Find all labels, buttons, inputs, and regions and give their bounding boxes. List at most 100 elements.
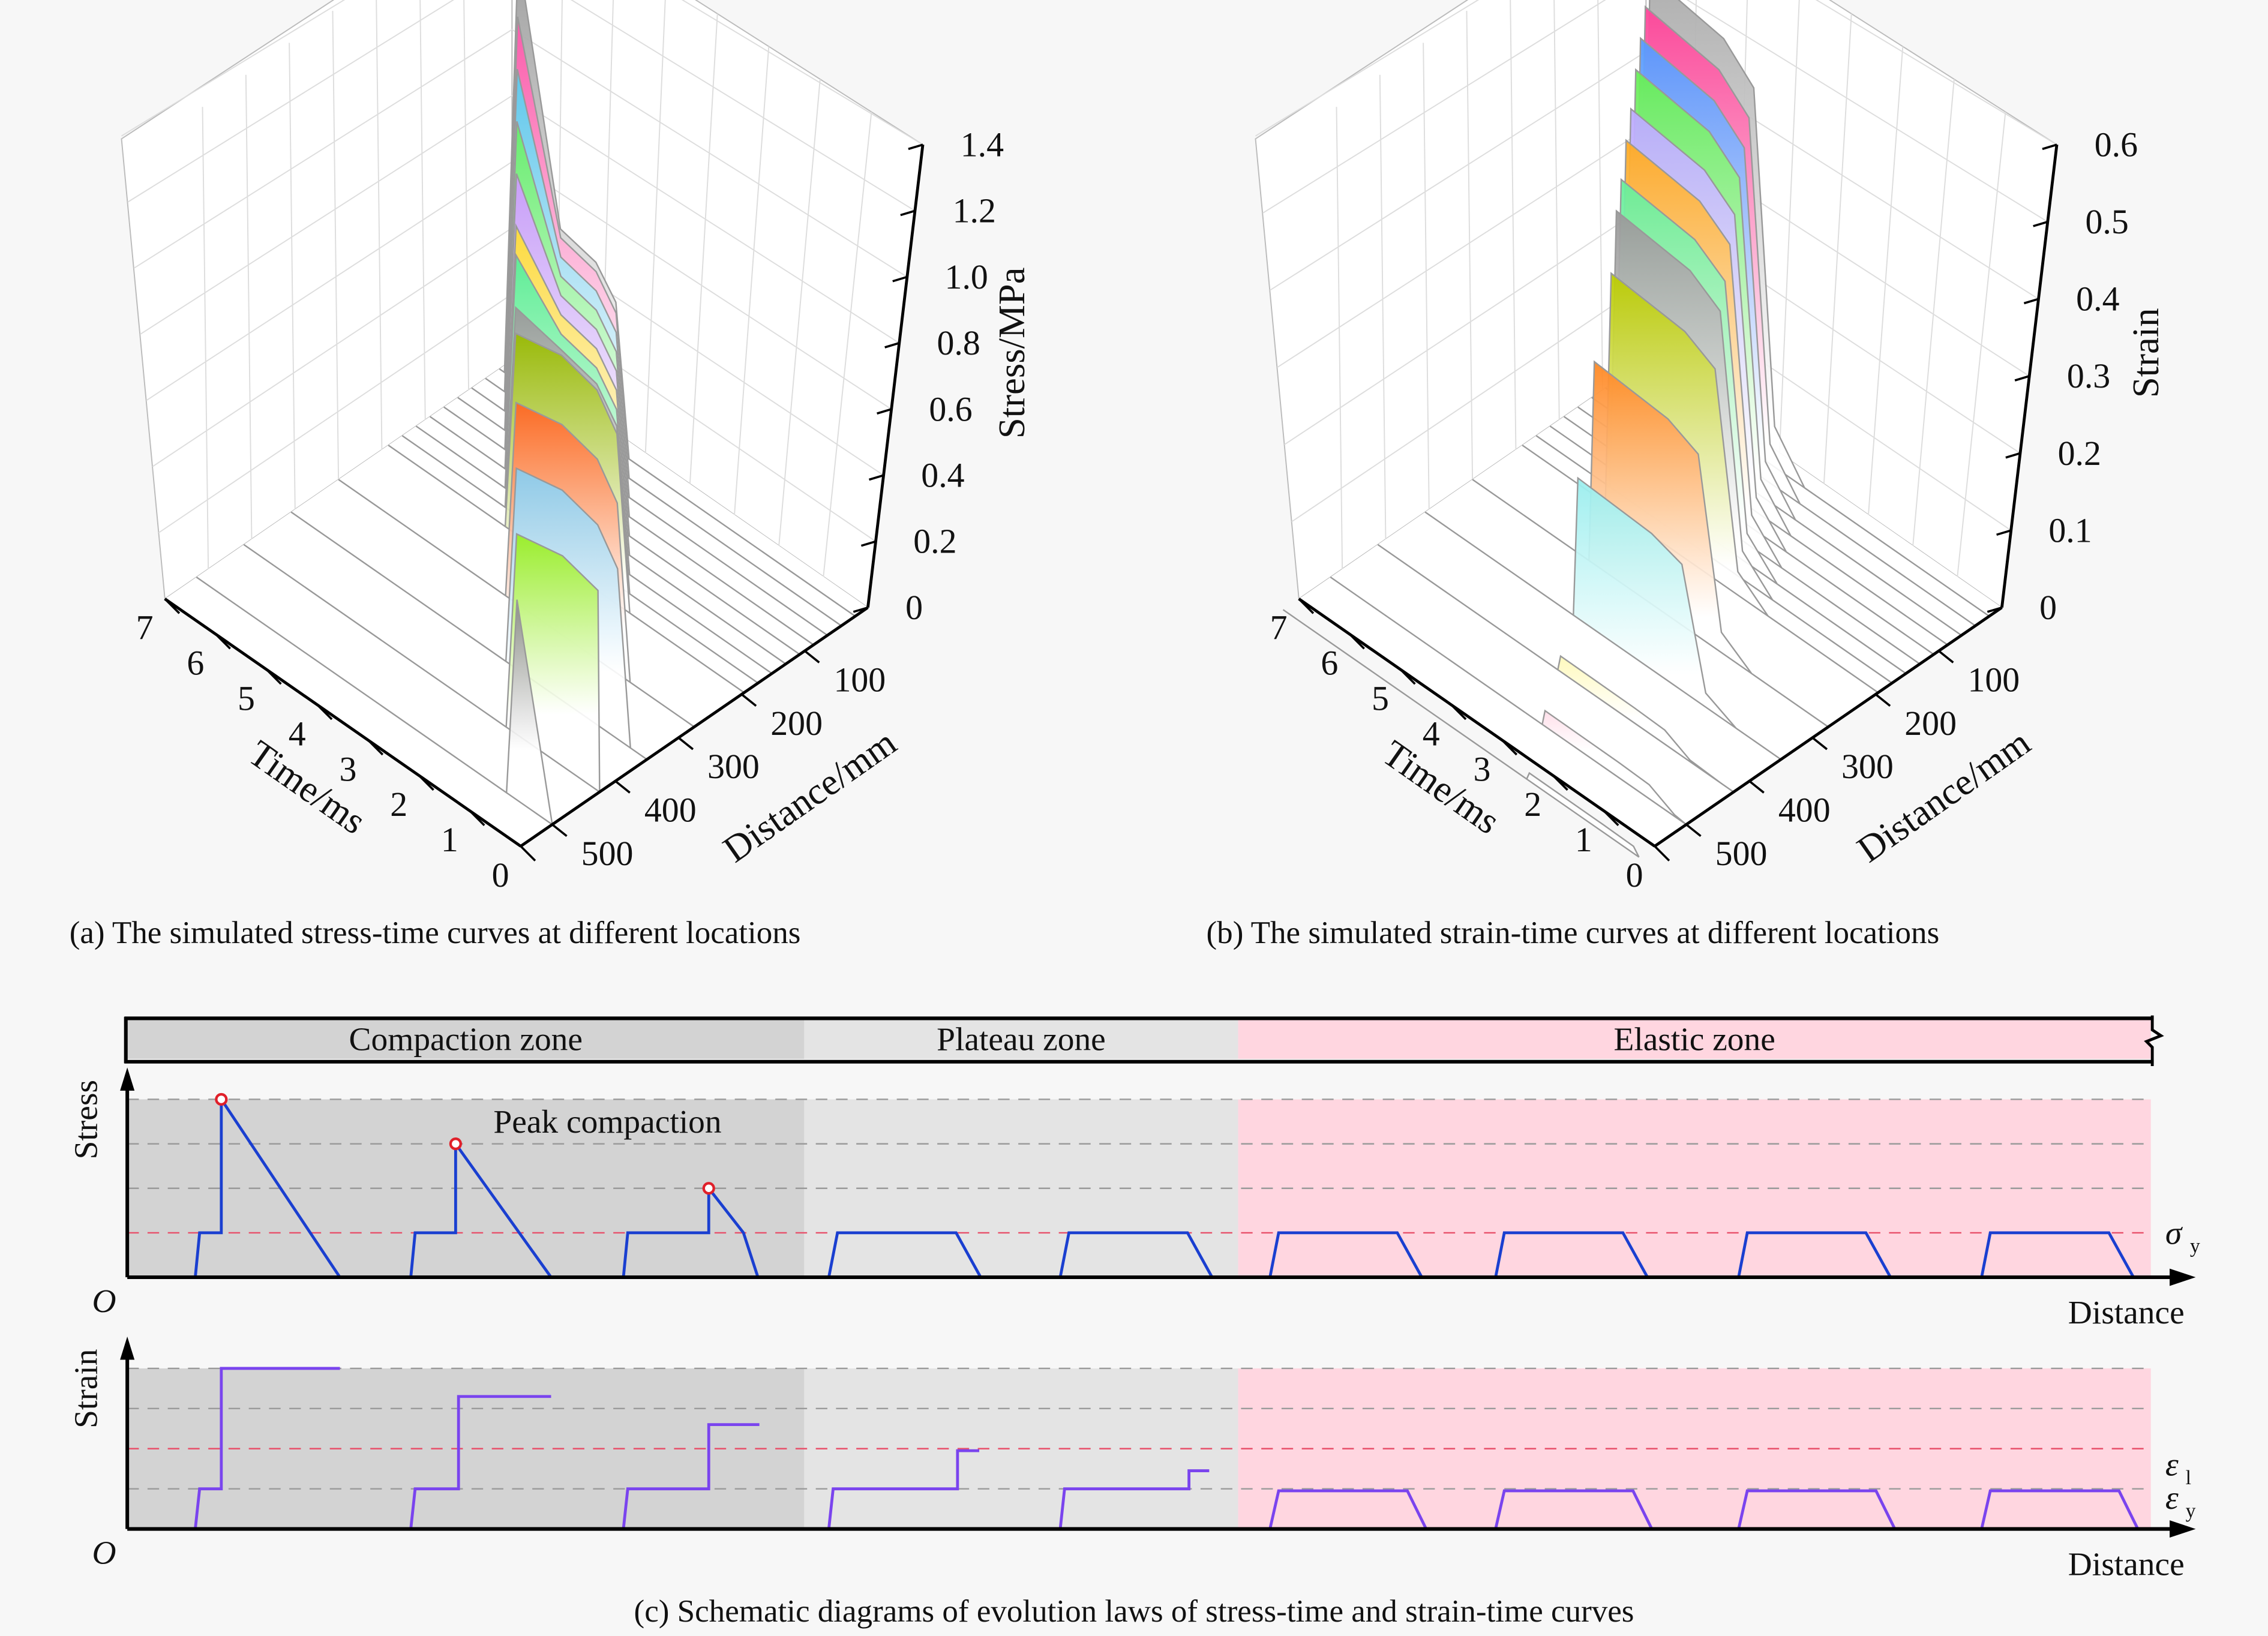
caption-b: (b) The simulated strain-time curves at … bbox=[1207, 915, 1940, 950]
grid-line bbox=[289, 43, 296, 510]
panel-b-strain-3d: 0123456710020030040050000.10.20.30.40.50… bbox=[1255, 0, 2167, 894]
time-tick bbox=[1399, 668, 1416, 685]
z-tick-label: 1.4 bbox=[961, 125, 1004, 164]
zone-bar-0 bbox=[127, 1019, 805, 1059]
time-tick bbox=[1450, 704, 1467, 721]
distance-tick bbox=[1685, 823, 1702, 837]
panel-a-stress-3d: 0123456710020030040050000.20.40.60.81.01… bbox=[121, 0, 1033, 894]
grid-line bbox=[1466, 11, 1474, 480]
time-axis bbox=[164, 598, 522, 848]
distance-tick-label: 500 bbox=[1715, 834, 1768, 873]
z-tick bbox=[877, 408, 892, 415]
distance-axis bbox=[1654, 606, 2003, 848]
distance-tick-label: 200 bbox=[770, 704, 823, 743]
z-axis bbox=[866, 144, 925, 608]
time-tick-label: 0 bbox=[1626, 855, 1643, 894]
distance-tick bbox=[551, 823, 568, 837]
waterfall-curve bbox=[1282, 609, 1640, 858]
caption-a: (a) The simulated stress-time curves at … bbox=[70, 915, 801, 950]
origin-label: O bbox=[92, 1283, 116, 1319]
z-tick bbox=[1996, 529, 2012, 536]
z-tick-label: 0.4 bbox=[921, 456, 964, 495]
z-tick-label: 0.6 bbox=[2095, 125, 2138, 164]
time-tick-label: 6 bbox=[1321, 644, 1338, 683]
epsilon-y-subscript: y bbox=[2186, 1500, 2196, 1522]
grid-line bbox=[139, 95, 900, 344]
peak-marker bbox=[449, 1137, 462, 1151]
grid-line bbox=[419, 0, 426, 420]
grid-line bbox=[245, 74, 253, 539]
distance-tick-label: 400 bbox=[1778, 791, 1831, 830]
distance-tick bbox=[614, 780, 631, 794]
strain-pulse bbox=[1980, 1489, 2140, 1530]
grid-line bbox=[1255, 0, 2057, 145]
strain-pulse bbox=[622, 1423, 760, 1529]
time-tick bbox=[215, 633, 231, 650]
time-tick-label: 2 bbox=[1524, 785, 1541, 824]
peak-marker bbox=[702, 1182, 715, 1195]
time-tick-label: 3 bbox=[1473, 749, 1490, 788]
time-tick bbox=[1603, 810, 1619, 827]
time-tick bbox=[1298, 598, 1315, 614]
grid-line bbox=[1262, 0, 2048, 223]
grid-line bbox=[1379, 74, 1387, 539]
time-tick bbox=[164, 598, 181, 614]
grid-line bbox=[133, 29, 908, 278]
strain-pulse bbox=[1737, 1489, 1897, 1530]
z-tick-label: 0.3 bbox=[2067, 356, 2110, 395]
strain-pulse bbox=[1494, 1489, 1654, 1530]
z-axis-label: Strain bbox=[2125, 308, 2167, 398]
z-tick-label: 0.5 bbox=[2085, 202, 2128, 241]
epsilon-l-label: ε bbox=[2165, 1446, 2179, 1482]
arrow-up-icon bbox=[120, 1336, 135, 1360]
stress-pulse bbox=[194, 1094, 341, 1278]
z-tick-label: 0.2 bbox=[913, 522, 956, 561]
time-tick-label: 2 bbox=[390, 785, 407, 824]
zone-bar-2 bbox=[1238, 1019, 2151, 1059]
peak-compaction-annotation: Peak compaction bbox=[493, 1103, 721, 1140]
distance-tick-label: 200 bbox=[1904, 704, 1957, 743]
time-tick-label: 6 bbox=[187, 644, 204, 683]
time-tick-label: 1 bbox=[1575, 820, 1592, 859]
z-tick bbox=[868, 474, 884, 481]
time-axis bbox=[1298, 598, 1656, 848]
arrow-up-icon bbox=[120, 1067, 135, 1091]
z-axis-label: Stress/MPa bbox=[991, 268, 1033, 439]
time-tick-label: 4 bbox=[1423, 714, 1440, 753]
grid-line bbox=[1823, 13, 1852, 484]
z-tick-label: 1.0 bbox=[945, 257, 988, 296]
stress-pulse bbox=[1494, 1231, 1649, 1278]
z-tick bbox=[884, 342, 900, 349]
grid-line bbox=[202, 107, 209, 569]
z-tick-label: 0.2 bbox=[2058, 434, 2101, 473]
grid-line bbox=[689, 13, 718, 484]
waterfall-curve bbox=[1330, 577, 1687, 825]
time-tick bbox=[469, 810, 485, 827]
z-tick bbox=[860, 540, 877, 547]
time-tick-label: 0 bbox=[492, 855, 509, 894]
distance-tick-label: 500 bbox=[581, 834, 634, 873]
grid-line bbox=[121, 0, 923, 145]
z-tick bbox=[2042, 143, 2057, 151]
distance-tick-label: 300 bbox=[1841, 747, 1894, 786]
grid-line bbox=[734, 46, 770, 515]
z-tick bbox=[908, 143, 923, 151]
z-tick bbox=[892, 275, 908, 283]
arrow-right-icon bbox=[2170, 1520, 2196, 1538]
distance-tick-label: 400 bbox=[644, 791, 697, 830]
zone-bar-1 bbox=[804, 1019, 1238, 1059]
time-tick bbox=[1654, 845, 1670, 861]
stress-x-label: Distance bbox=[2068, 1294, 2185, 1331]
grid-line bbox=[463, 0, 470, 391]
stress-pulse bbox=[827, 1231, 982, 1278]
z-tick-label: 0 bbox=[2039, 588, 2057, 627]
z-tick bbox=[853, 606, 868, 613]
time-tick bbox=[1349, 633, 1365, 650]
arrow-right-icon bbox=[2170, 1268, 2196, 1286]
z-tick bbox=[2005, 452, 2021, 459]
grid-line bbox=[823, 112, 872, 577]
epsilon-l-subscript: l bbox=[2186, 1467, 2191, 1489]
distance-axis-label: Distance/mm bbox=[1850, 721, 2038, 870]
origin-label: O bbox=[92, 1534, 116, 1571]
z-tick bbox=[2023, 298, 2039, 305]
